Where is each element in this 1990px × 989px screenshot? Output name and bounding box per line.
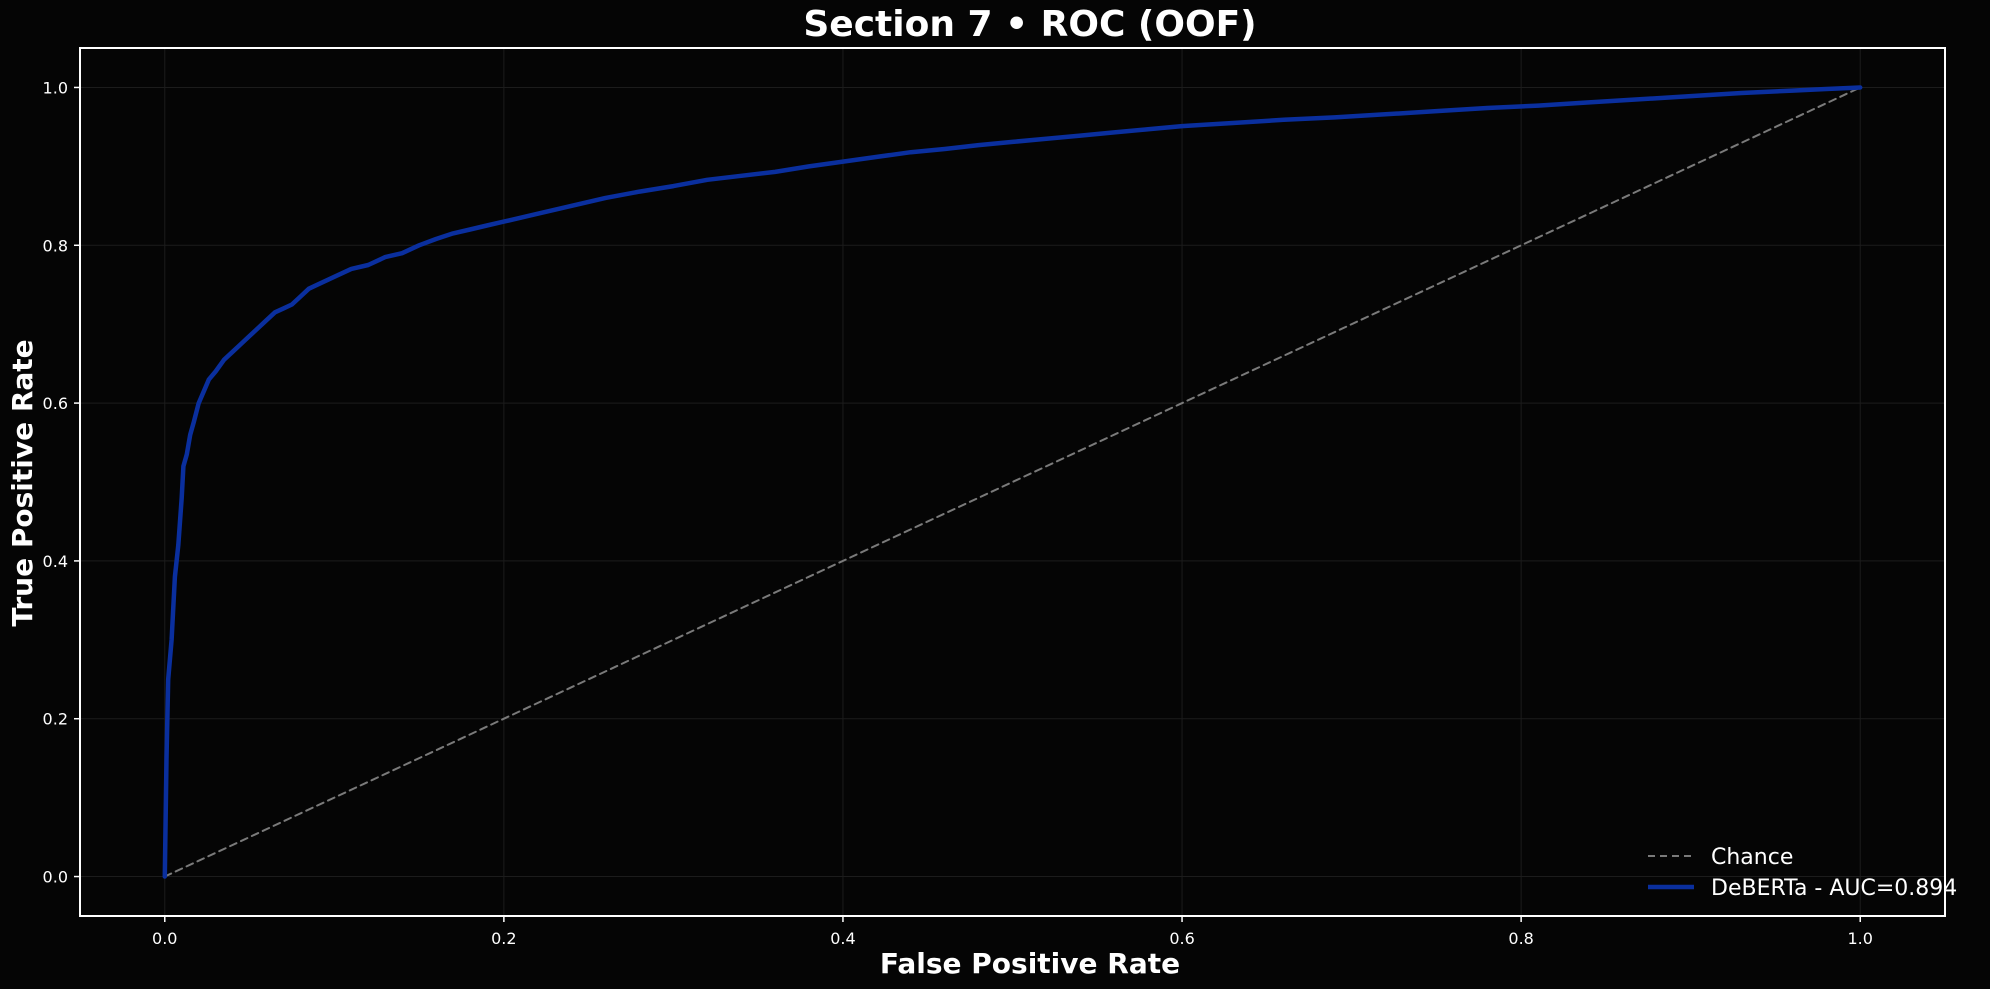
- y-tick-label: 0.2: [43, 710, 68, 729]
- x-tick-label: 1.0: [1848, 929, 1873, 948]
- chance-line: [163, 86, 1862, 878]
- y-tick-label: 0.8: [43, 236, 68, 255]
- x-tick-label: 0.4: [830, 929, 855, 948]
- x-tick-label: 0.0: [152, 929, 177, 948]
- legend-label: Chance: [1711, 845, 1793, 870]
- axis-ticks: 0.0 0.2 0.4 0.6 0.8 1.0 0.0 0.2 0.4 0.6 0.8 1.0: [43, 78, 1873, 948]
- x-tick-label: 0.8: [1508, 929, 1533, 948]
- plot-frame: [79, 47, 1946, 917]
- chart-title: Section 7 • ROC (OOF): [803, 4, 1256, 45]
- y-axis-label: True Positive Rate: [6, 339, 39, 626]
- legend-label: DeBERTa - AUC=0.894: [1711, 876, 1957, 901]
- x-axis-label: False Positive Rate: [880, 947, 1180, 980]
- grid: [80, 48, 1945, 916]
- x-tick-label: 0.2: [491, 929, 516, 948]
- x-tick-label: 0.6: [1169, 929, 1194, 948]
- plot-series: [162, 85, 1863, 879]
- y-tick-label: 1.0: [43, 78, 68, 97]
- y-tick-label: 0.6: [43, 394, 68, 413]
- y-tick-label: 0.0: [43, 868, 68, 887]
- legend: Chance DeBERTa - AUC=0.894: [1648, 845, 1957, 901]
- y-tick-label: 0.4: [43, 552, 68, 571]
- roc-curve-line: [162, 85, 1863, 879]
